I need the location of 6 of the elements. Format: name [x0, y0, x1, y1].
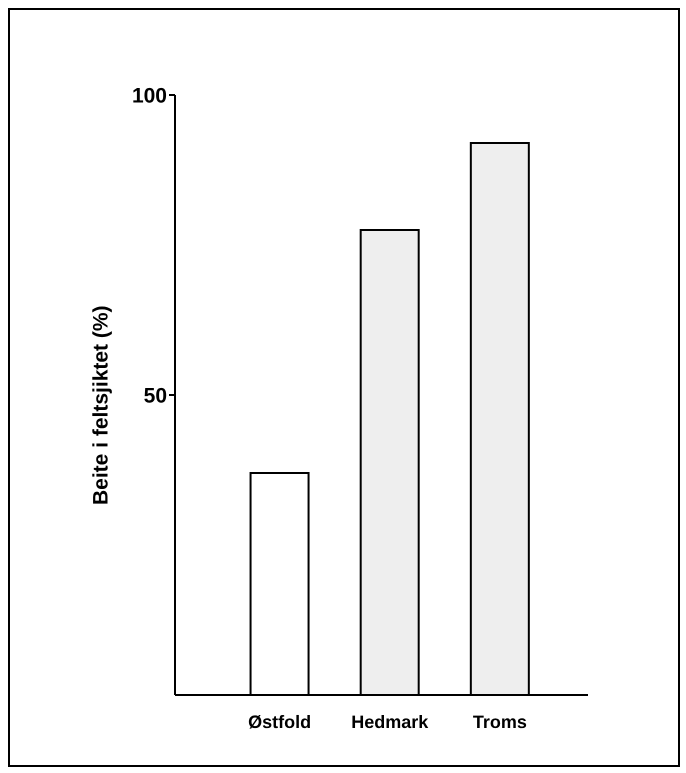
x-tick-label: Troms — [472, 712, 527, 732]
y-tick-label: 50 — [144, 384, 167, 408]
x-tick-label: Hedmark — [351, 712, 430, 732]
y-axis-title: Beite i feltsjiktet (%) — [89, 305, 112, 505]
x-tick-label: Østfold — [248, 712, 312, 732]
y-tick-label: 100 — [132, 84, 167, 108]
